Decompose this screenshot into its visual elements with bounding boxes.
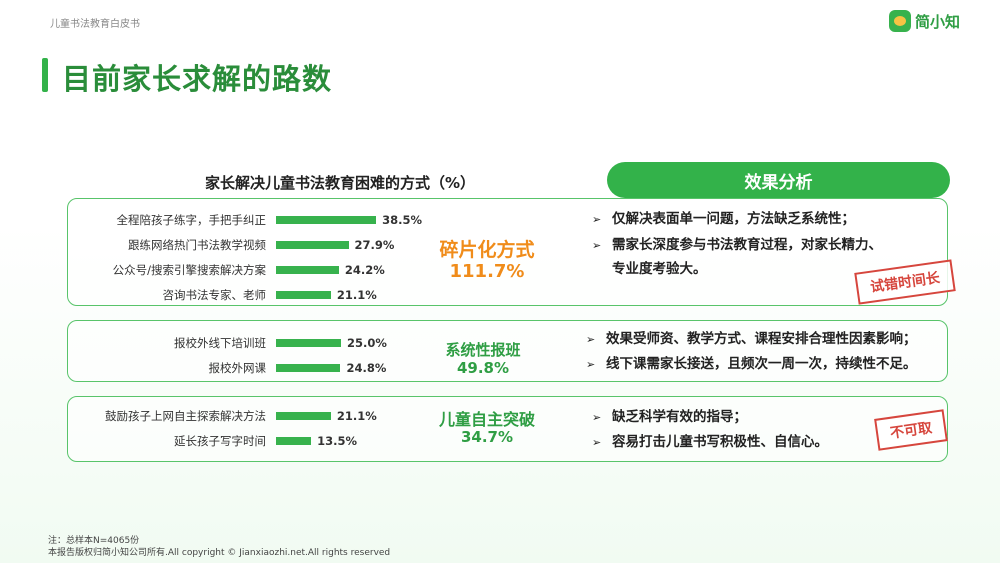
bar-value-label: 25.0% [347,336,387,350]
effect-point: ➢ 容易打击儿童书写积极性、自信心。 [592,433,828,452]
group-box-self-directed [67,396,948,462]
chart-title: 家长解决儿童书法教育困难的方式（%） [204,174,476,192]
bar-category-label: 报校外线下培训班 [174,336,266,350]
effect-point-text: 缺乏科学有效的指导； [612,409,747,425]
logo: 简小知 [888,10,960,32]
bar-value-label: 24.8% [346,361,387,375]
bar-category-label: 跟练网络热门书法教学视频 [128,238,266,252]
bar-value-label: 38.5% [382,213,422,227]
bar-category-label: 延长孩子写字时间 [174,434,266,448]
bar [276,241,349,249]
bar [276,339,341,347]
bar-value-label: 21.1% [336,409,377,423]
effect-point-text: 效果受师资、教学方式、课程安排合理性因素影响； [606,331,917,347]
arrow-bullet-icon: ➢ [592,213,602,226]
bar-value-label: 13.5% [317,434,357,448]
category-group-total: 34.7% [460,428,514,446]
effect-point: ➢ 缺乏科学有效的指导； [592,408,747,427]
category-group-name: 碎片化方式 [439,239,535,261]
logo-icon [888,10,911,32]
bar-category-label: 公众号/搜索引擎搜索解决方案 [112,263,266,277]
effect-point: ➢ 线下课需家长接送，且频次一周一次，持续性不足。 [586,355,917,374]
bar [276,216,377,224]
effect-point-text: 专业度考验大。 [612,261,707,277]
bar-category-label: 鼓励孩子上网自主探索解决方法 [105,409,266,423]
category-group-total: 111.7% [449,261,525,282]
effect-point-text: 容易打击儿童书写积极性、自信心。 [612,434,828,450]
effect-point-text: 需家长深度参与书法教育过程，对家长精力、 [612,237,882,253]
arrow-bullet-icon: ➢ [592,436,602,449]
arrow-bullet-icon: ➢ [586,333,596,346]
group-box-fragmented [67,198,948,306]
category-group-total: 49.8% [456,359,510,377]
category-group-name: 儿童自主突破 [438,410,535,429]
effect-analysis-header: 效果分析 [607,162,950,198]
bar [276,266,339,274]
bar-category-label: 报校外网课 [208,361,267,375]
effect-point: ➢ 效果受师资、教学方式、课程安排合理性因素影响； [586,330,917,349]
category-group-name: 系统性报班 [445,341,521,359]
bar-value-label: 24.2% [344,263,385,277]
bar-category-label: 咨询书法专家、老师 [162,288,267,302]
effect-point: ➢ 需家长深度参与书法教育过程，对家长精力、 [592,236,882,255]
bar [276,364,341,372]
bar [276,412,331,420]
header-subtitle: 儿童书法教育白皮书 [50,19,140,30]
arrow-bullet-icon: ➢ [586,358,596,371]
bar [276,291,331,299]
logo-text: 简小知 [914,12,960,31]
bar-value-label: 21.1% [336,288,377,302]
page-title: 目前家长求解的路数 [62,62,333,96]
title-accent-bar [42,58,48,92]
group-box-systematic [67,320,948,382]
arrow-bullet-icon: ➢ [592,239,602,252]
effect-point-text: 线下课需家长接送，且频次一周一次，持续性不足。 [606,356,917,372]
bar-category-label: 全程陪孩子练字，手把手纠正 [116,213,267,227]
effect-point: 专业度考验大。 [592,260,707,278]
footer-note: 注：总样本N=4065份 [48,536,140,546]
footer-copyright: 本报告版权归简小知公司所有.All copyright © Jianxiaozh… [48,548,391,558]
effect-point: ➢ 仅解决表面单一问题，方法缺乏系统性； [592,210,855,229]
arrow-bullet-icon: ➢ [592,411,602,424]
effect-point-text: 仅解决表面单一问题，方法缺乏系统性； [612,211,855,227]
bar [276,437,312,445]
bar-value-label: 27.9% [354,238,395,252]
